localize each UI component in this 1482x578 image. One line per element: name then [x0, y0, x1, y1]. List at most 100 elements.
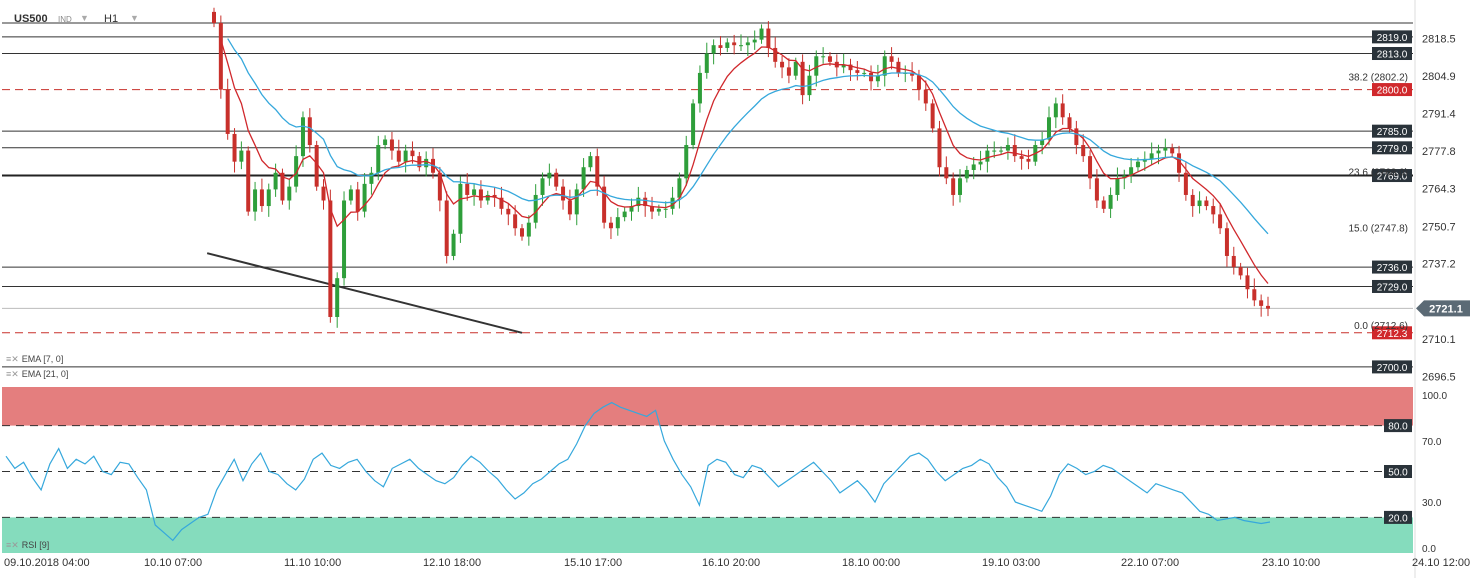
candle-body: [697, 72, 702, 104]
candle-body: [554, 172, 559, 187]
candle-body: [300, 117, 305, 157]
candle-body: [1101, 200, 1106, 209]
candle-body: [212, 11, 216, 23]
candle-body: [1115, 178, 1120, 195]
candle-body: [485, 194, 490, 201]
candle-body: [472, 189, 477, 195]
level-label: 2779.0: [1377, 144, 1408, 155]
ema-fast-legend[interactable]: ≡✕ EMA [7, 0]: [6, 354, 63, 365]
candle-body: [1122, 175, 1127, 179]
level-label: 2712.3: [1377, 329, 1408, 340]
candle-body: [1067, 117, 1072, 129]
symbol-label[interactable]: US500: [14, 13, 48, 25]
candle-body: [444, 200, 449, 256]
rsi-legend-text: RSI [9]: [21, 540, 50, 550]
candle-body: [1211, 206, 1216, 215]
candle-body: [752, 39, 757, 43]
rsi-level-label-bg: [1384, 510, 1412, 524]
level-label-bg: [1372, 47, 1412, 61]
candle-body: [314, 145, 319, 187]
candle-body: [971, 164, 976, 170]
candle-body: [1259, 300, 1264, 306]
candle-body: [944, 167, 949, 179]
candle-body: [896, 61, 901, 73]
candle-body: [985, 150, 990, 162]
candle-body: [376, 145, 381, 173]
candle-body: [704, 53, 709, 73]
ema-slow-legend[interactable]: ≡✕ EMA [21, 0]: [6, 369, 68, 380]
candle-body: [225, 89, 230, 134]
candle-body: [855, 70, 860, 73]
candle-body: [1019, 156, 1024, 159]
rsi-level-label: 20.0: [1388, 513, 1408, 524]
candle-body: [335, 278, 340, 317]
candle-body: [793, 61, 798, 76]
candle-body: [1183, 172, 1188, 195]
candle-body: [499, 197, 504, 209]
candle-body: [848, 64, 853, 71]
candle-body: [342, 200, 347, 279]
candle-body: [677, 178, 682, 198]
candle-body: [1190, 194, 1195, 207]
legend-menu-icon[interactable]: ≡✕: [6, 369, 19, 379]
level-label-bg: [1372, 279, 1412, 293]
candle-body: [1197, 200, 1202, 207]
candle-body: [218, 23, 223, 90]
fib-level-label: 15.0 (2747.8): [1349, 223, 1409, 234]
time-axis-tick: 16.10 20:00: [702, 557, 760, 569]
price-axis-tick: 2791.4: [1422, 108, 1456, 120]
candle-body: [273, 172, 278, 190]
rsi-level-label: 50.0: [1388, 468, 1408, 479]
candle-body: [964, 169, 969, 179]
timeframe-dropdown-icon[interactable]: ▼: [130, 13, 139, 23]
price-axis-tick: 2804.9: [1422, 71, 1456, 83]
candle-body: [910, 72, 915, 76]
level-label: 2813.0: [1377, 50, 1408, 61]
candle-body: [478, 189, 483, 201]
price-axis-tick: 2696.5: [1422, 372, 1456, 384]
candle-body: [410, 150, 415, 157]
candle-body: [574, 189, 579, 215]
legend-menu-icon[interactable]: ≡✕: [6, 540, 19, 550]
last-price-tag: [1416, 300, 1470, 317]
candle-body: [629, 206, 634, 212]
rsi-axis-tick: 70.0: [1422, 437, 1442, 448]
candle-body: [396, 150, 401, 162]
time-axis-tick: 19.10 03:00: [982, 557, 1040, 569]
symbol-type-tag: IND: [58, 15, 72, 24]
candle-body: [636, 197, 641, 207]
symbol-dropdown-icon[interactable]: ▼: [80, 13, 89, 23]
candle-body: [862, 72, 867, 74]
level-label-bg: [1372, 360, 1412, 374]
level-label: 2785.0: [1377, 127, 1408, 138]
candle-body: [1218, 214, 1223, 229]
candle-body: [362, 183, 367, 212]
candle-body: [1245, 275, 1250, 290]
rsi-level-label-bg: [1384, 419, 1412, 433]
candle-body: [992, 150, 997, 152]
candle-body: [841, 64, 846, 68]
candle-body: [567, 200, 572, 215]
candle-body: [663, 208, 668, 210]
candle-body: [451, 233, 456, 256]
candle-body: [1149, 153, 1154, 159]
candle-body: [622, 211, 627, 218]
candle-body: [581, 167, 586, 190]
legend-menu-icon[interactable]: ≡✕: [6, 354, 19, 364]
rsi-legend[interactable]: ≡✕ RSI [9]: [6, 540, 49, 551]
candle-body: [759, 28, 764, 40]
candle-body: [814, 56, 819, 76]
candle-body: [1238, 267, 1243, 276]
candle-body: [1224, 228, 1229, 256]
candle-body: [259, 189, 264, 207]
rsi-line: [5, 401, 1271, 542]
trendline[interactable]: [206, 252, 523, 334]
candle-body: [1026, 158, 1031, 162]
candle-body: [1177, 153, 1182, 173]
candle-body: [294, 156, 299, 187]
level-label: 2729.0: [1377, 282, 1408, 293]
rsi-axis-tick: 30.0: [1422, 498, 1442, 509]
candle-body: [1088, 156, 1093, 179]
timeframe-label[interactable]: H1: [104, 13, 119, 25]
